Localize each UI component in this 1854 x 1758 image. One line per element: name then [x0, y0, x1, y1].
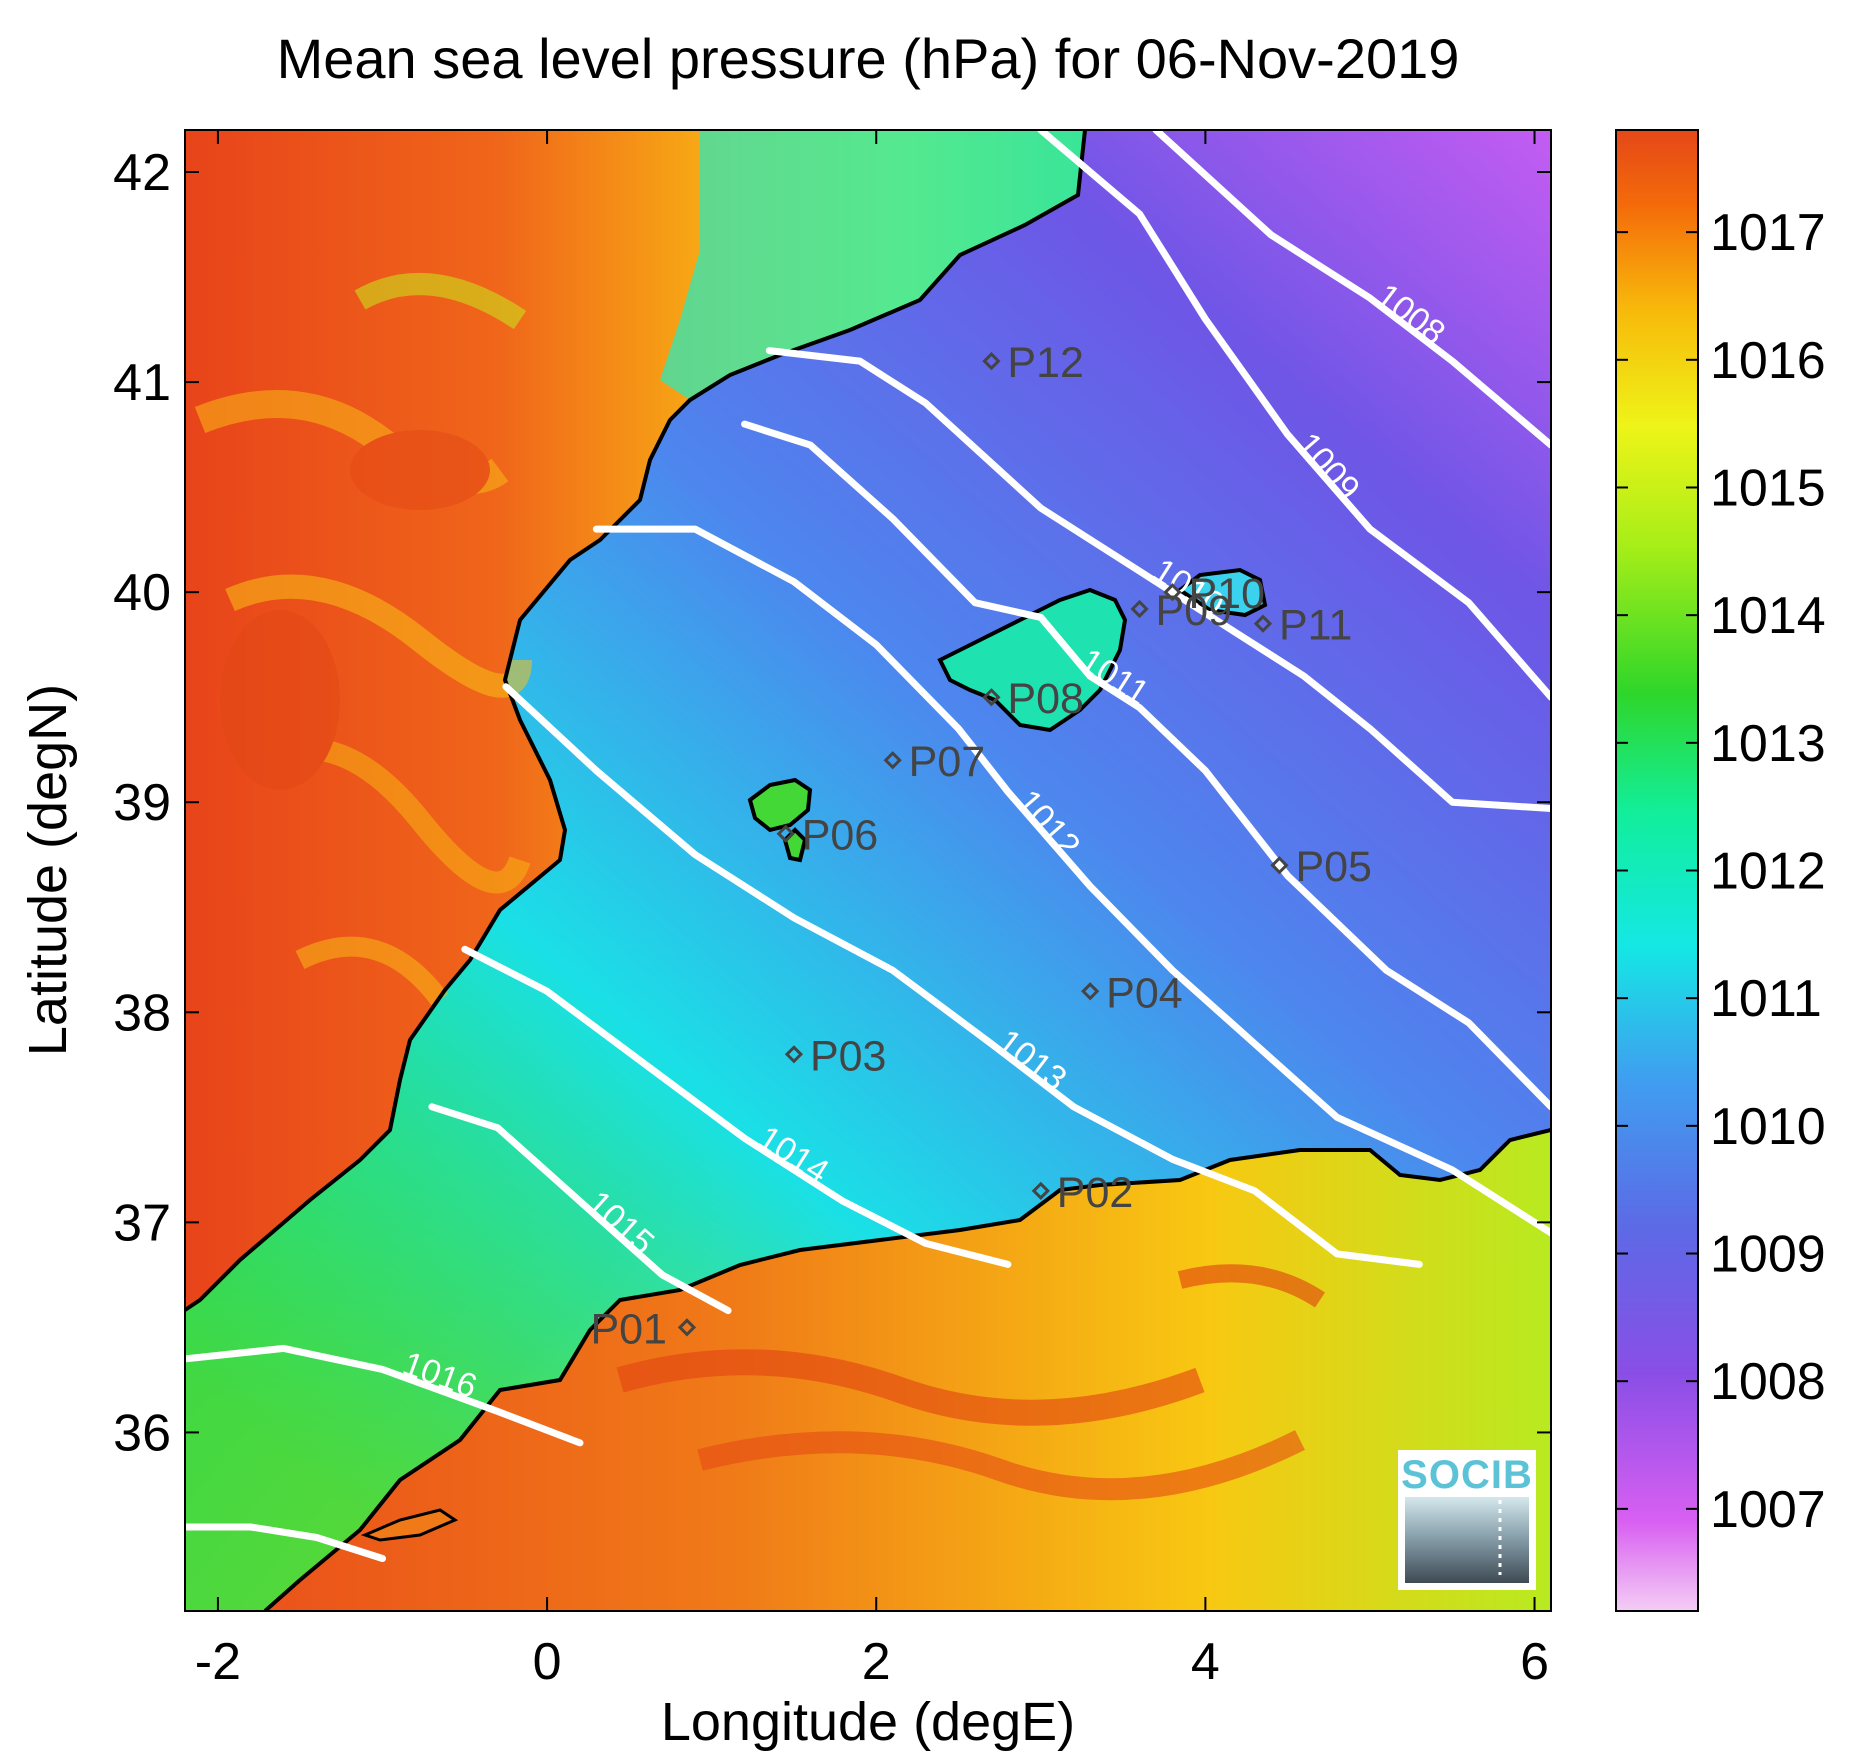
- colorbar-tick-label: 1016: [1710, 332, 1826, 390]
- colorbar: 1007 1008 1009 1010 1011 1012 1013 1014 1015 1016…: [1615, 129, 1826, 1612]
- y-tick-label: 38: [113, 984, 171, 1042]
- africa-relief: [616, 1264, 1325, 1501]
- x-tick-label: 2: [862, 1633, 891, 1691]
- y-axis-label: Latitude (degN): [18, 684, 78, 1056]
- isobar-line: [1037, 130, 1551, 701]
- colorbar-tick-label: 1010: [1710, 1098, 1826, 1156]
- colorbar-tick-label: 1008: [1710, 1353, 1826, 1411]
- isobar-line: [502, 683, 1423, 1268]
- socib-logo: SOCIB: [1398, 1450, 1536, 1590]
- station-marker: [677, 1318, 697, 1337]
- colorbar-tick-label: 1013: [1710, 715, 1826, 773]
- y-tick-label: 39: [113, 774, 171, 832]
- chart-title: Mean sea level pressure (hPa) for 06-Nov…: [277, 27, 1460, 90]
- colorbar-tick-label: 1014: [1710, 587, 1826, 645]
- station-label: P10: [1188, 570, 1265, 618]
- isobar-line: [765, 347, 1551, 812]
- colorbar-tick-label: 1012: [1710, 843, 1826, 901]
- station-marker: [1253, 614, 1273, 633]
- y-tick-label: 41: [113, 354, 171, 412]
- x-tick-label: 0: [533, 1633, 562, 1691]
- station-label: P05: [1295, 843, 1372, 891]
- station-marker: [982, 351, 1001, 371]
- land-catalonia: [660, 130, 1085, 400]
- station-marker: [1081, 982, 1100, 1001]
- isobar-line: [428, 1103, 732, 1315]
- y-tick-label: 40: [113, 564, 171, 622]
- colorbar-tick-label: 1009: [1710, 1226, 1826, 1284]
- land-iberia: [185, 130, 1085, 1310]
- station-marker: [883, 751, 902, 770]
- station-label: P03: [810, 1032, 887, 1080]
- coastline-iberia: [185, 130, 1087, 1312]
- station-marker: [1130, 599, 1149, 619]
- isobar-line: [461, 945, 1012, 1268]
- ibiza: [747, 777, 813, 863]
- isobar-line: [592, 525, 1551, 1237]
- station-label: P12: [1007, 339, 1084, 387]
- isobar-line: [1152, 130, 1551, 449]
- colorbar-tick-label: 1011: [1710, 970, 1822, 1028]
- alboran-island: [360, 1508, 459, 1542]
- colorbar-ticks: 1007 1008 1009 1010 1011 1012 1013 1014 1015 1016…: [1616, 204, 1826, 1539]
- iberia-relief: [194, 273, 532, 1007]
- coastline-africa: [263, 1128, 1551, 1611]
- station-label: P08: [1007, 675, 1084, 723]
- map-frame: [184, 129, 1552, 1612]
- station-marker: [1163, 583, 1182, 602]
- y-tick-label: 37: [113, 1194, 171, 1252]
- station-label: P07: [909, 738, 986, 786]
- isobar-line: [185, 1523, 386, 1562]
- station-marker: [982, 688, 1001, 707]
- colorbar-gradient: [1615, 129, 1699, 1612]
- isobar-line: [741, 420, 1551, 1111]
- menorca: [1176, 567, 1268, 618]
- station-label: P11: [1279, 602, 1352, 650]
- x-tick-label: 6: [1520, 1633, 1549, 1691]
- isobar-line: [185, 1344, 584, 1447]
- colorbar-tick-label: 1007: [1710, 1481, 1826, 1539]
- colorbar-tick-label: 1017: [1710, 204, 1826, 262]
- station-marker: [784, 1045, 804, 1064]
- station-label: P06: [802, 812, 879, 860]
- station-label: P02: [1057, 1169, 1134, 1217]
- y-axis: 36 37 38 39 40 41 42: [113, 144, 1551, 1462]
- x-axis-label: Longitude (degE): [661, 1692, 1075, 1752]
- y-tick-label: 42: [113, 144, 171, 202]
- logo-text: SOCIB: [1401, 1453, 1533, 1497]
- station-marker: [1270, 856, 1289, 875]
- x-axis: -2 0 2 4 6: [195, 130, 1549, 1691]
- y-tick-label: 36: [113, 1404, 171, 1462]
- station-marker: [1031, 1181, 1050, 1200]
- x-tick-label: 4: [1191, 1633, 1220, 1691]
- station-marker: [776, 824, 795, 843]
- x-tick-label: -2: [195, 1633, 241, 1691]
- station-label: P01: [590, 1305, 667, 1353]
- station-label: P04: [1106, 969, 1183, 1017]
- colorbar-tick-label: 1015: [1710, 459, 1826, 517]
